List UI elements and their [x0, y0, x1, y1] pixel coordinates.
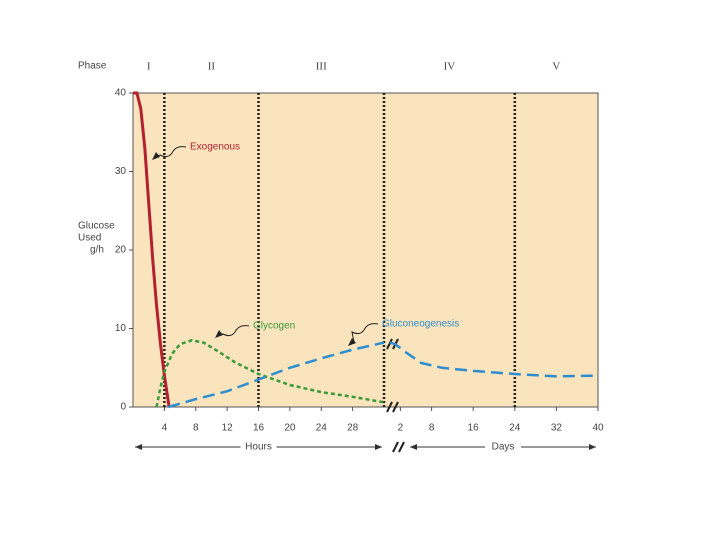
series-line — [167, 341, 385, 409]
x-tick-label: 32 — [551, 423, 563, 434]
y-axis-label: g/h — [90, 245, 104, 256]
x-axis-label: Days — [492, 442, 515, 453]
plot-area — [132, 92, 599, 408]
x-tick-label: 28 — [347, 423, 359, 434]
x-tick-label: 12 — [222, 423, 234, 434]
series-annotation: Exogenous — [190, 142, 240, 153]
x-tick-label: 4 — [162, 423, 168, 434]
y-axis-label: Used — [78, 233, 101, 244]
x-tick-label: 2 — [398, 423, 404, 434]
x-tick-label: 16 — [468, 423, 480, 434]
y-axis-label: Glucose — [78, 221, 115, 232]
arrow-head — [215, 330, 223, 338]
phase-label: Phase — [78, 61, 107, 72]
y-tick-label: 40 — [115, 88, 127, 99]
series-line — [389, 341, 599, 378]
annotation-arrow — [351, 323, 379, 343]
annotation-arrow — [221, 325, 250, 337]
x-tick-label: 8 — [429, 423, 435, 434]
series-annotation: Gluconeogenesis — [382, 319, 459, 330]
x-tick-label: 16 — [253, 423, 265, 434]
phase-name: IV — [444, 61, 456, 73]
phase-name: III — [316, 61, 327, 73]
phase-name: I — [147, 61, 151, 73]
y-tick-label: 30 — [115, 166, 127, 177]
x-tick-label: 40 — [592, 423, 604, 434]
series-line — [155, 339, 385, 408]
y-tick-label: 10 — [115, 323, 127, 334]
series-line — [133, 91, 171, 408]
x-tick-label: 24 — [316, 423, 328, 434]
axis-break — [386, 338, 405, 453]
arrow-head — [152, 152, 160, 160]
x-tick-label: 8 — [193, 423, 199, 434]
arrow-head — [348, 338, 356, 346]
series-annotation: Glycogen — [253, 321, 295, 332]
x-tick-label: 24 — [509, 423, 521, 434]
x-tick-label: 20 — [284, 423, 296, 434]
x-axis-label: Hours — [245, 442, 272, 453]
phase-name: II — [208, 61, 216, 73]
y-tick-label: 0 — [120, 402, 126, 413]
phase-name: V — [552, 61, 560, 73]
annotation-arrow — [157, 146, 187, 158]
y-tick-label: 20 — [115, 245, 127, 256]
